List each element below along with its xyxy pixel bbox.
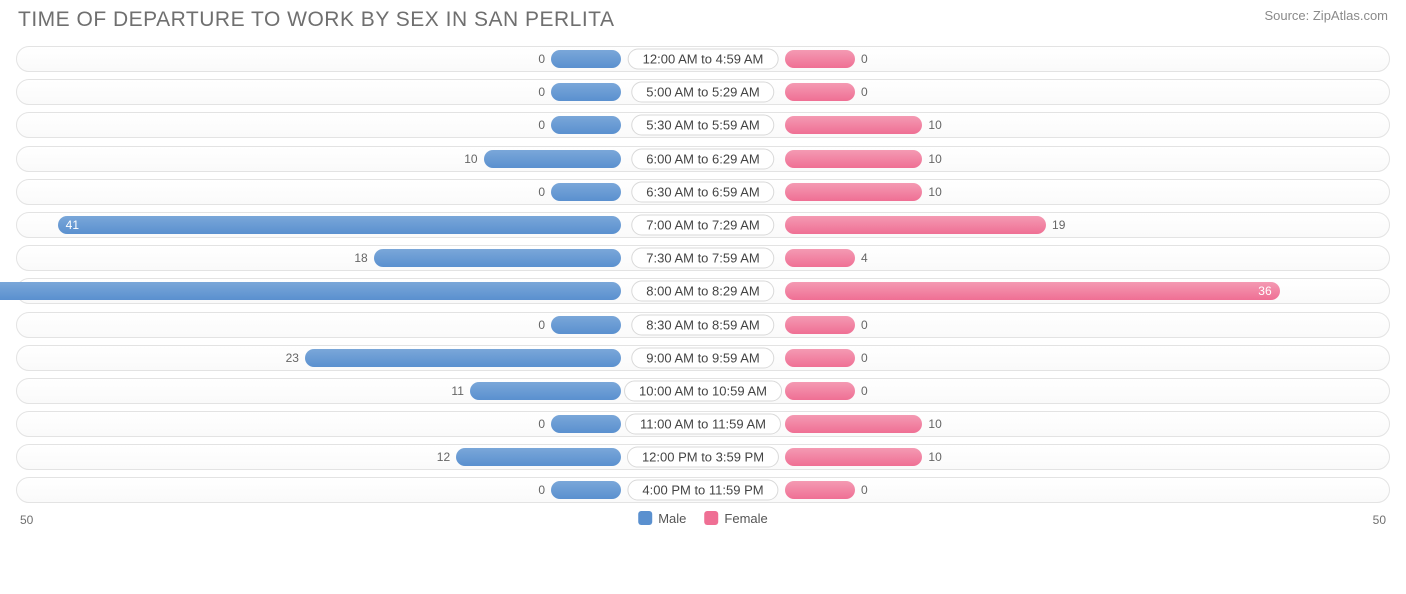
female-bar: 36 [785, 282, 1280, 300]
legend-item-female: Female [704, 511, 767, 526]
male-bar [305, 349, 621, 367]
chart-row: 11:00 AM to 11:59 AM 0 10 [16, 411, 1390, 437]
male-bar [551, 116, 621, 134]
male-value-label: 18 [354, 251, 367, 265]
row-category-label: 6:00 AM to 6:29 AM [631, 148, 774, 169]
row-category-label: 10:00 AM to 10:59 AM [624, 380, 782, 401]
female-bar [785, 183, 922, 201]
male-bar [456, 448, 621, 466]
row-category-label: 12:00 AM to 4:59 AM [628, 49, 779, 70]
row-category-label: 9:00 AM to 9:59 AM [631, 347, 774, 368]
female-value-label: 0 [861, 351, 868, 365]
chart-area: 12:00 AM to 4:59 AM 0 0 5:00 AM to 5:29 AM 0… [14, 46, 1392, 503]
male-value-label: 10 [464, 152, 477, 166]
male-value-label: 0 [538, 417, 545, 431]
chart-row: 10:00 AM to 10:59 AM 11 0 [16, 378, 1390, 404]
chart-row: 12:00 PM to 3:59 PM 12 10 [16, 444, 1390, 470]
female-value-label: 4 [861, 251, 868, 265]
male-value-label: 23 [286, 351, 299, 365]
male-value-label: 0 [538, 52, 545, 66]
row-category-label: 12:00 PM to 3:59 PM [627, 447, 779, 468]
male-value-label: 0 [538, 85, 545, 99]
male-bar [551, 481, 621, 499]
male-value-label: 11 [451, 384, 463, 398]
male-value-label: 0 [538, 185, 545, 199]
female-value-label: 10 [928, 417, 941, 431]
male-bar [551, 316, 621, 334]
row-category-label: 5:30 AM to 5:59 AM [631, 115, 774, 136]
row-category-label: 7:30 AM to 7:59 AM [631, 248, 774, 269]
female-value-label: 36 [1250, 284, 1279, 298]
female-bar [785, 382, 855, 400]
female-value-label: 0 [861, 52, 868, 66]
male-bar [484, 150, 621, 168]
legend: Male Female [638, 511, 768, 526]
female-value-label: 10 [928, 450, 941, 464]
chart-header: TIME OF DEPARTURE TO WORK BY SEX IN SAN … [14, 8, 1392, 32]
male-swatch-icon [638, 511, 652, 525]
female-value-label: 10 [928, 152, 941, 166]
row-category-label: 8:00 AM to 8:29 AM [631, 281, 774, 302]
male-bar [551, 50, 621, 68]
chart-row: 5:30 AM to 5:59 AM 0 10 [16, 112, 1390, 138]
male-value-label: 12 [437, 450, 450, 464]
female-bar [785, 481, 855, 499]
female-bar [785, 216, 1046, 234]
row-category-label: 7:00 AM to 7:29 AM [631, 214, 774, 235]
chart-row: 5:00 AM to 5:29 AM 0 0 [16, 79, 1390, 105]
chart-row: 6:30 AM to 6:59 AM 0 10 [16, 179, 1390, 205]
chart-footer: 50 Male Female 50 [14, 511, 1392, 539]
female-bar [785, 150, 922, 168]
male-bar: 41 [58, 216, 621, 234]
female-bar [785, 448, 922, 466]
row-category-label: 11:00 AM to 11:59 AM [625, 414, 781, 435]
legend-item-male: Male [638, 511, 686, 526]
female-swatch-icon [704, 511, 718, 525]
female-bar [785, 116, 922, 134]
male-bar [551, 183, 621, 201]
legend-label-female: Female [724, 511, 767, 526]
female-value-label: 0 [861, 85, 868, 99]
male-bar [374, 249, 621, 267]
row-category-label: 4:00 PM to 11:59 PM [627, 480, 778, 501]
female-value-label: 0 [861, 318, 868, 332]
male-value-label: 0 [538, 318, 545, 332]
chart-title: TIME OF DEPARTURE TO WORK BY SEX IN SAN … [18, 8, 614, 32]
male-bar [551, 83, 621, 101]
row-category-label: 6:30 AM to 6:59 AM [631, 181, 774, 202]
chart-row: 8:00 AM to 8:29 AM4836 [16, 278, 1390, 304]
axis-max-left: 50 [20, 513, 33, 527]
female-value-label: 19 [1052, 218, 1065, 232]
female-bar [785, 415, 922, 433]
male-bar [551, 415, 621, 433]
female-value-label: 10 [928, 185, 941, 199]
male-bar: 48 [0, 282, 621, 300]
chart-row: 12:00 AM to 4:59 AM 0 0 [16, 46, 1390, 72]
chart-row: 7:30 AM to 7:59 AM 18 4 [16, 245, 1390, 271]
male-value-label: 0 [538, 118, 545, 132]
chart-row: 6:00 AM to 6:29 AM 10 10 [16, 146, 1390, 172]
female-bar [785, 50, 855, 68]
male-value-label: 0 [538, 483, 545, 497]
female-value-label: 10 [928, 118, 941, 132]
chart-row: 9:00 AM to 9:59 AM 23 0 [16, 345, 1390, 371]
female-bar [785, 349, 855, 367]
male-value-label: 41 [58, 218, 87, 232]
chart-row: 4:00 PM to 11:59 PM 0 0 [16, 477, 1390, 503]
male-bar [470, 382, 621, 400]
legend-label-male: Male [658, 511, 686, 526]
row-category-label: 5:00 AM to 5:29 AM [631, 82, 774, 103]
female-bar [785, 249, 855, 267]
axis-max-right: 50 [1373, 513, 1386, 527]
chart-row: 8:30 AM to 8:59 AM 0 0 [16, 312, 1390, 338]
female-bar [785, 83, 855, 101]
chart-source: Source: ZipAtlas.com [1264, 8, 1388, 23]
row-category-label: 8:30 AM to 8:59 AM [631, 314, 774, 335]
female-value-label: 0 [861, 483, 868, 497]
female-value-label: 0 [861, 384, 868, 398]
female-bar [785, 316, 855, 334]
chart-row: 7:00 AM to 7:29 AM 41 19 [16, 212, 1390, 238]
